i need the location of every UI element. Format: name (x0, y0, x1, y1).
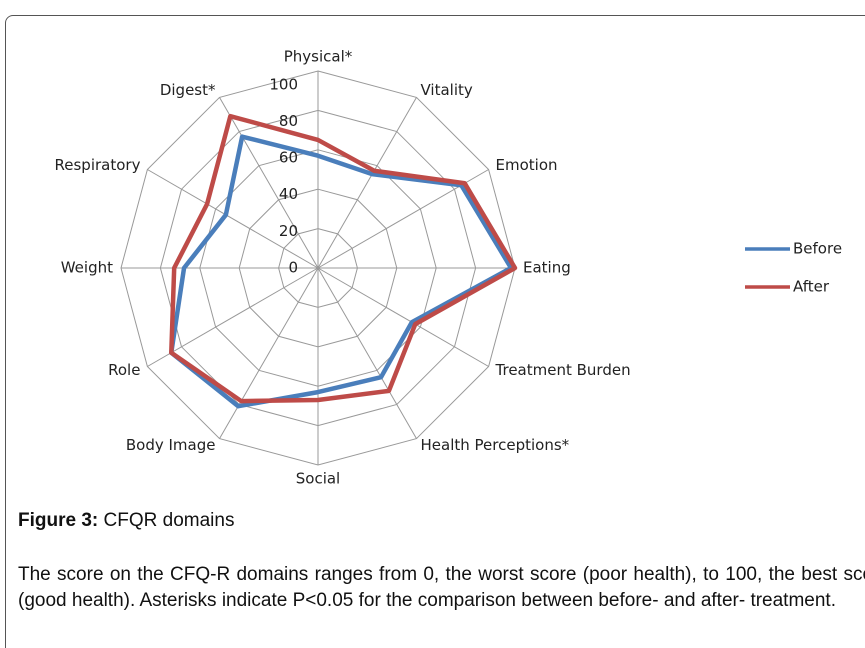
axis-label: Role (108, 361, 140, 379)
chart: Physical* Vitality Emotion Eating Treatment … (55, 48, 843, 488)
legend-label: After (793, 278, 830, 296)
axis-label: Vitality (421, 81, 473, 99)
axis-label: Weight (61, 259, 113, 277)
spoke (317, 267, 417, 439)
axis-label: Social (296, 470, 340, 488)
legend-label: Before (793, 240, 842, 258)
axis-label: Health Perceptions* (421, 436, 570, 454)
axis-label: Treatment Burden (495, 361, 631, 379)
tick-label: 100 (269, 75, 298, 93)
tick-label: 0 (288, 259, 298, 277)
spoke (147, 169, 319, 269)
caption: Figure 3: CFQR domains (18, 510, 234, 532)
tick-label: 40 (279, 185, 298, 203)
spoke (147, 267, 319, 367)
figure-frame (5, 15, 865, 648)
caption-label: Figure 3: (18, 510, 99, 531)
axis-label: Eating (523, 259, 571, 277)
tick-label: 20 (279, 222, 298, 240)
spoke (219, 267, 319, 439)
series-line (169, 134, 514, 409)
spoke (317, 97, 417, 269)
axis-label: Physical* (284, 48, 353, 66)
caption-title: CFQR domains (103, 510, 235, 531)
axis-label: Emotion (496, 156, 558, 174)
axis-label: Body Image (126, 436, 216, 454)
axis-label: Digest* (160, 81, 216, 99)
tick-label: 60 (279, 149, 298, 167)
spoke (317, 267, 489, 367)
tick-label: 80 (279, 112, 298, 130)
series-line (169, 113, 518, 404)
axis-label: Respiratory (55, 156, 141, 174)
caption-text: The score on the CFQ-R domains ranges fr… (18, 564, 865, 611)
spoke (219, 97, 319, 269)
